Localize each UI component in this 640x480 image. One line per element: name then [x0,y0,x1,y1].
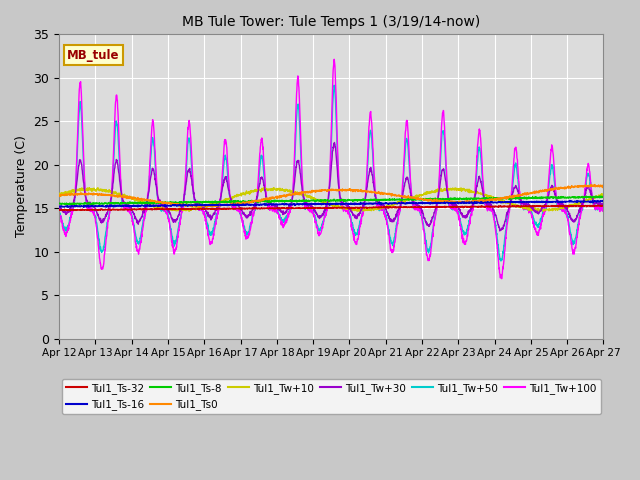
Tul1_Tw+100 [600,208,607,214]
Tul1_Ts-32 [490,204,497,209]
Tul1_Ts0 [55,193,63,199]
Tul1_Ts-16 [359,201,367,206]
Tul1_Tw+10 [348,207,355,213]
Tul1_Ts-8 [490,196,497,202]
Tul1_Tw+30 [207,217,215,223]
Tul1_Tw+100 [55,212,63,218]
Tul1_Tw+30 [600,202,607,207]
Tul1_Ts0 [359,188,367,193]
Line: Tul1_Ts-32: Tul1_Ts-32 [59,205,604,211]
Tul1_Tw+100 [330,57,338,62]
Tul1_Ts0 [207,204,215,209]
Tul1_Tw+100 [567,238,575,243]
Tul1_Ts-16 [566,198,573,204]
Tul1_Ts-8 [55,201,63,206]
Tul1_Ts-8 [567,195,575,201]
Tul1_Tw+100 [359,210,367,216]
Tul1_Tw+30 [348,209,355,215]
Tul1_Tw+10 [567,203,575,209]
Line: Tul1_Ts0: Tul1_Ts0 [59,184,604,207]
Tul1_Ts-16 [552,199,559,204]
Tul1_Ts-16 [600,198,607,204]
Tul1_Ts-8 [207,199,215,205]
Tul1_Ts0 [600,182,607,188]
Tul1_Ts0 [552,185,559,191]
Tul1_Tw+10 [490,195,497,201]
Tul1_Ts-8 [600,194,607,200]
Line: Tul1_Ts-8: Tul1_Ts-8 [59,196,604,205]
Tul1_Tw+50 [330,83,338,88]
Tul1_Ts-16 [490,200,497,206]
Line: Tul1_Tw+50: Tul1_Tw+50 [59,85,604,261]
Tul1_Ts-16 [567,199,575,204]
Tul1_Tw+10 [270,185,278,191]
Tul1_Ts-32 [348,205,355,211]
Tul1_Ts0 [209,204,216,210]
Tul1_Ts-32 [207,206,215,212]
Tul1_Tw+30 [552,193,559,199]
Tul1_Tw+10 [55,192,63,197]
Tul1_Ts-32 [600,203,607,209]
Tul1_Ts-16 [207,203,215,208]
Tul1_Tw+10 [552,205,559,211]
Tul1_Tw+30 [359,202,367,208]
Tul1_Tw+30 [55,204,63,209]
Tul1_Ts-32 [567,203,575,209]
Y-axis label: Temperature (C): Temperature (C) [15,135,28,238]
Tul1_Tw+100 [207,241,215,247]
Text: MB_tule: MB_tule [67,48,120,62]
Tul1_Tw+100 [552,189,559,195]
Tul1_Tw+100 [498,276,506,281]
Line: Tul1_Tw+30: Tul1_Tw+30 [59,143,604,231]
Tul1_Ts0 [348,188,355,194]
Tul1_Ts-8 [359,197,367,203]
Tul1_Tw+50 [348,216,355,222]
Tul1_Tw+50 [497,258,504,264]
Tul1_Ts-32 [594,202,602,208]
Tul1_Ts-32 [552,203,559,209]
Tul1_Tw+10 [359,207,367,213]
Tul1_Tw+50 [359,208,367,214]
Tul1_Tw+10 [600,191,607,197]
Tul1_Tw+50 [490,211,497,217]
Tul1_Tw+50 [600,207,607,213]
Line: Tul1_Ts-16: Tul1_Ts-16 [59,201,604,207]
Tul1_Ts-32 [359,205,367,211]
Tul1_Ts-32 [63,208,71,214]
Tul1_Tw+30 [331,140,339,145]
Tul1_Ts-32 [55,207,63,213]
Tul1_Ts-8 [348,198,355,204]
Tul1_Tw+50 [552,190,559,196]
Tul1_Tw+10 [207,201,215,207]
Legend: Tul1_Ts-32, Tul1_Ts-16, Tul1_Ts-8, Tul1_Ts0, Tul1_Tw+10, Tul1_Tw+30, Tul1_Tw+50,: Tul1_Ts-32, Tul1_Ts-16, Tul1_Ts-8, Tul1_… [61,379,601,414]
Tul1_Tw+100 [490,215,497,220]
Line: Tul1_Tw+10: Tul1_Tw+10 [59,188,604,212]
Tul1_Ts-16 [348,201,355,207]
Tul1_Tw+50 [55,209,63,215]
Tul1_Ts0 [591,181,598,187]
Tul1_Ts-16 [55,204,63,209]
Tul1_Tw+30 [496,228,504,234]
Title: MB Tule Tower: Tule Temps 1 (3/19/14-now): MB Tule Tower: Tule Temps 1 (3/19/14-now… [182,15,481,29]
Tul1_Ts-8 [76,202,84,208]
Tul1_Ts0 [567,185,575,191]
Tul1_Tw+100 [348,220,355,226]
Tul1_Ts-8 [552,194,559,200]
Tul1_Tw+30 [567,215,575,221]
Line: Tul1_Tw+100: Tul1_Tw+100 [59,60,604,278]
Tul1_Tw+50 [567,232,575,238]
Tul1_Tw+30 [490,207,497,213]
Tul1_Ts-16 [80,204,88,210]
Tul1_Ts0 [490,197,497,203]
Tul1_Tw+10 [357,209,365,215]
Tul1_Ts-8 [597,193,605,199]
Tul1_Tw+50 [207,232,215,238]
